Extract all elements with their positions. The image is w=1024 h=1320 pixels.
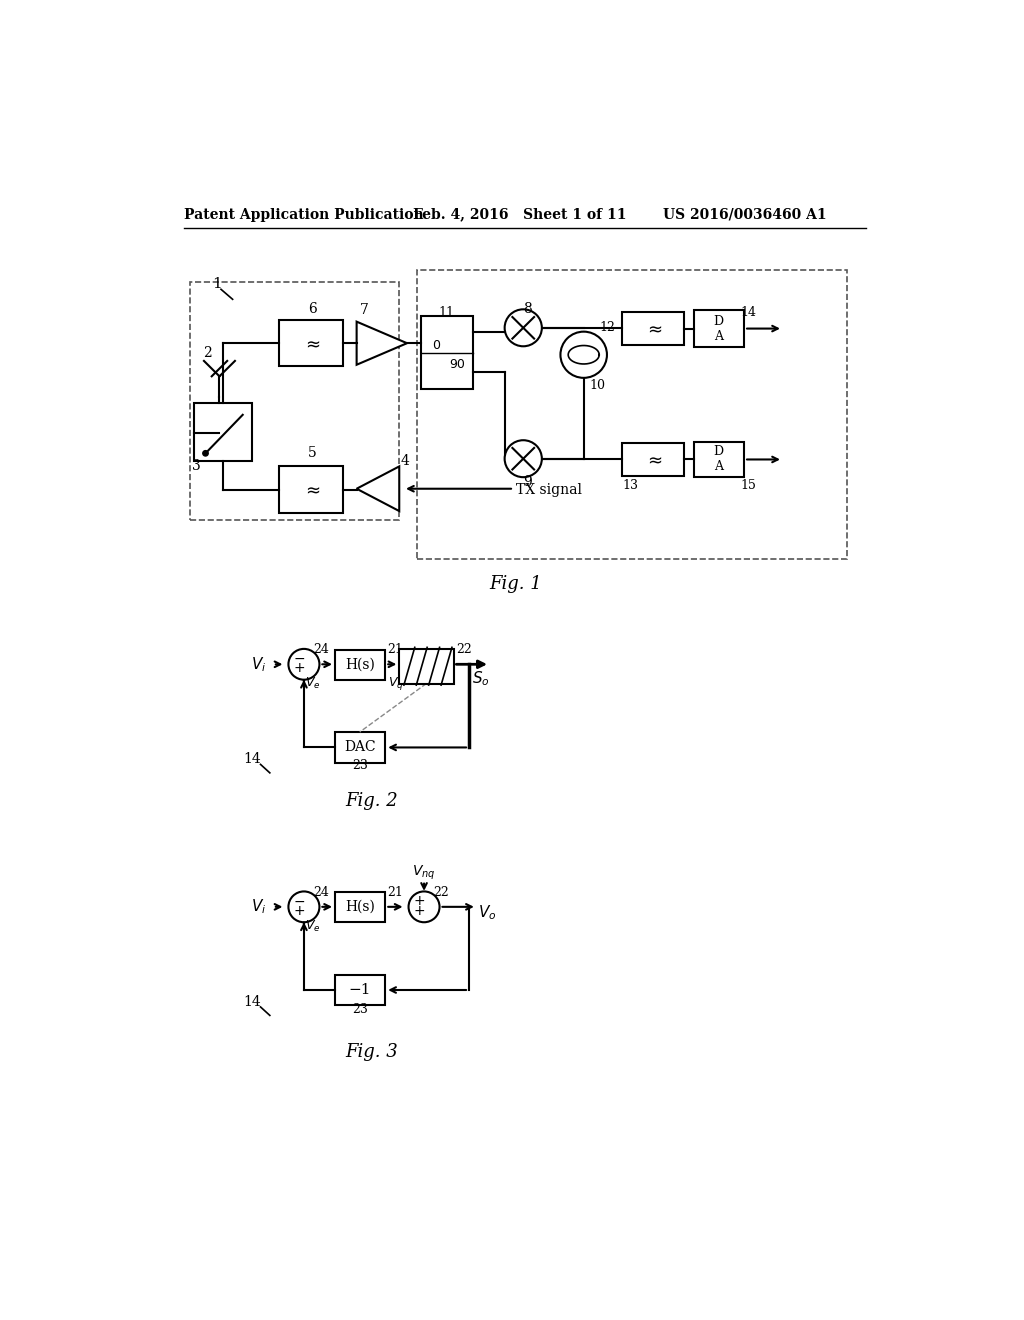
- Text: Patent Application Publication: Patent Application Publication: [183, 207, 424, 222]
- Text: DAC: DAC: [344, 741, 376, 755]
- Bar: [623, 444, 684, 475]
- Bar: [335, 649, 385, 680]
- Circle shape: [505, 441, 542, 478]
- Text: 11: 11: [438, 306, 455, 319]
- Circle shape: [505, 309, 542, 346]
- Text: −: −: [294, 652, 305, 665]
- Text: $V_e$: $V_e$: [305, 919, 321, 933]
- Text: $V_e$: $V_e$: [305, 676, 321, 692]
- Bar: [417, 271, 847, 558]
- Bar: [693, 310, 744, 347]
- Text: 1: 1: [212, 277, 222, 290]
- Bar: [190, 281, 399, 520]
- Text: 14: 14: [740, 306, 756, 319]
- Text: 5: 5: [308, 446, 316, 461]
- Text: 7: 7: [360, 304, 369, 317]
- Text: 90: 90: [450, 358, 465, 371]
- Text: 10: 10: [590, 379, 605, 392]
- Text: $V_{nq}$: $V_{nq}$: [413, 863, 436, 882]
- Bar: [280, 321, 343, 367]
- Circle shape: [203, 450, 208, 455]
- Text: 13: 13: [623, 479, 638, 492]
- Circle shape: [560, 331, 607, 378]
- Text: 6: 6: [308, 301, 316, 315]
- Bar: [335, 974, 385, 1006]
- Text: 23: 23: [352, 1003, 368, 1016]
- Text: Fig. 1: Fig. 1: [489, 576, 542, 593]
- Text: +: +: [294, 904, 305, 917]
- Text: +: +: [414, 895, 425, 908]
- Text: H(s): H(s): [345, 657, 375, 672]
- Text: $S_o$: $S_o$: [472, 669, 489, 688]
- Text: $\approx$: $\approx$: [301, 480, 321, 499]
- Bar: [335, 733, 385, 763]
- Text: 22: 22: [433, 886, 449, 899]
- Text: 0: 0: [432, 339, 439, 352]
- Bar: [623, 313, 684, 345]
- Text: 3: 3: [191, 459, 201, 474]
- Text: $V_q$: $V_q$: [388, 675, 403, 692]
- Bar: [280, 466, 343, 512]
- Text: 22: 22: [456, 643, 472, 656]
- Text: Feb. 4, 2016   Sheet 1 of 11: Feb. 4, 2016 Sheet 1 of 11: [414, 207, 627, 222]
- Text: $V_i$: $V_i$: [251, 655, 266, 673]
- Text: +: +: [414, 904, 425, 917]
- Circle shape: [409, 891, 439, 923]
- Text: $\approx$: $\approx$: [301, 334, 321, 352]
- Text: 8: 8: [522, 302, 531, 317]
- Text: $\approx$: $\approx$: [644, 319, 663, 338]
- Text: $\approx$: $\approx$: [644, 450, 663, 469]
- Text: 24: 24: [313, 643, 329, 656]
- Bar: [421, 317, 473, 389]
- Text: US 2016/0036460 A1: US 2016/0036460 A1: [663, 207, 826, 222]
- Text: 23: 23: [352, 759, 368, 772]
- Text: 21: 21: [388, 643, 403, 656]
- Text: 15: 15: [740, 479, 756, 492]
- Text: D
A: D A: [714, 445, 724, 474]
- Text: $V_i$: $V_i$: [251, 898, 266, 916]
- Bar: [693, 442, 744, 478]
- Bar: [399, 649, 454, 684]
- Bar: [194, 404, 252, 461]
- Text: 14: 14: [243, 994, 261, 1008]
- Text: 24: 24: [313, 886, 329, 899]
- Text: +: +: [294, 661, 305, 675]
- Text: Fig. 2: Fig. 2: [346, 792, 398, 810]
- Text: D
A: D A: [714, 314, 724, 343]
- Text: −1: −1: [349, 983, 372, 997]
- Text: 12: 12: [599, 321, 614, 334]
- Polygon shape: [356, 466, 399, 511]
- Text: 2: 2: [203, 346, 211, 360]
- Text: −: −: [294, 895, 305, 908]
- Text: 21: 21: [388, 886, 403, 899]
- Bar: [335, 892, 385, 923]
- Text: 14: 14: [243, 752, 261, 766]
- Text: H(s): H(s): [345, 900, 375, 913]
- Text: 9: 9: [522, 475, 531, 488]
- Text: 4: 4: [401, 454, 410, 469]
- Circle shape: [289, 649, 319, 680]
- Text: $V_o$: $V_o$: [477, 904, 496, 923]
- Polygon shape: [356, 322, 407, 364]
- Text: TX signal: TX signal: [515, 483, 582, 498]
- Text: Fig. 3: Fig. 3: [346, 1043, 398, 1060]
- Circle shape: [289, 891, 319, 923]
